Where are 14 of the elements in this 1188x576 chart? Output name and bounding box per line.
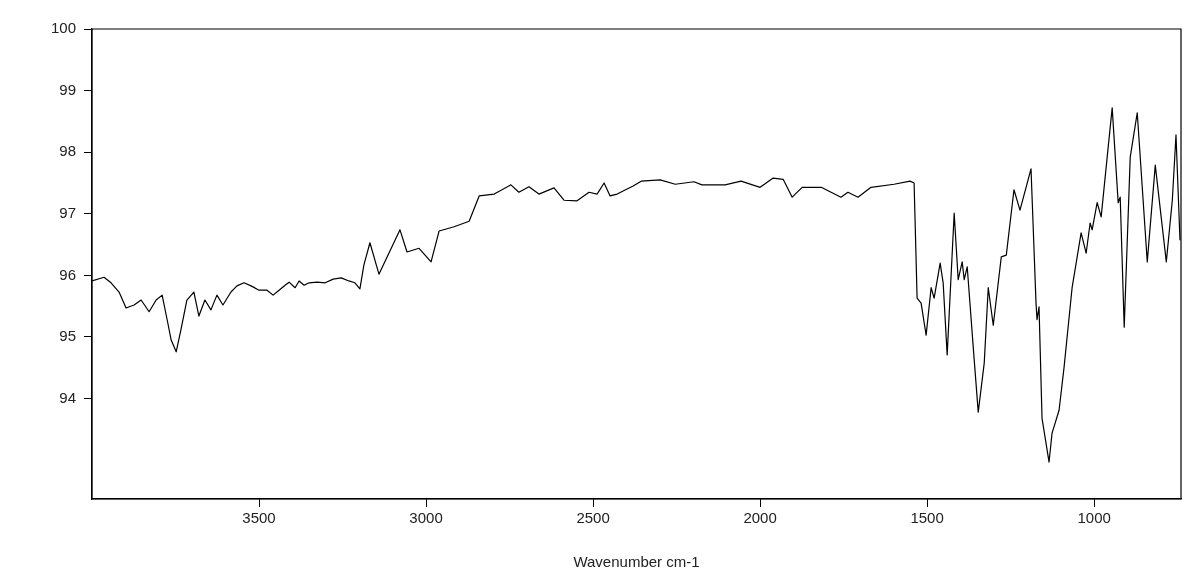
y-tick-label: 94: [59, 388, 76, 406]
y-tick-label: 99: [59, 80, 76, 98]
x-tick-label: 1500: [910, 509, 944, 527]
x-tick-label: 2000: [743, 509, 777, 527]
x-tick-label: 3500: [242, 509, 276, 527]
x-tick-label: 3000: [409, 509, 443, 527]
x-tick-label: 1000: [1077, 509, 1111, 527]
x-tick-label: 2500: [576, 509, 610, 527]
y-tick-label: 95: [59, 327, 76, 345]
y-tick-label: 96: [59, 265, 76, 283]
y-tick-label: 100: [50, 19, 76, 37]
y-tick-label: 98: [59, 142, 76, 160]
x-axis-title: Wavenumber cm-1: [573, 553, 700, 571]
y-tick-label: 97: [59, 203, 76, 221]
